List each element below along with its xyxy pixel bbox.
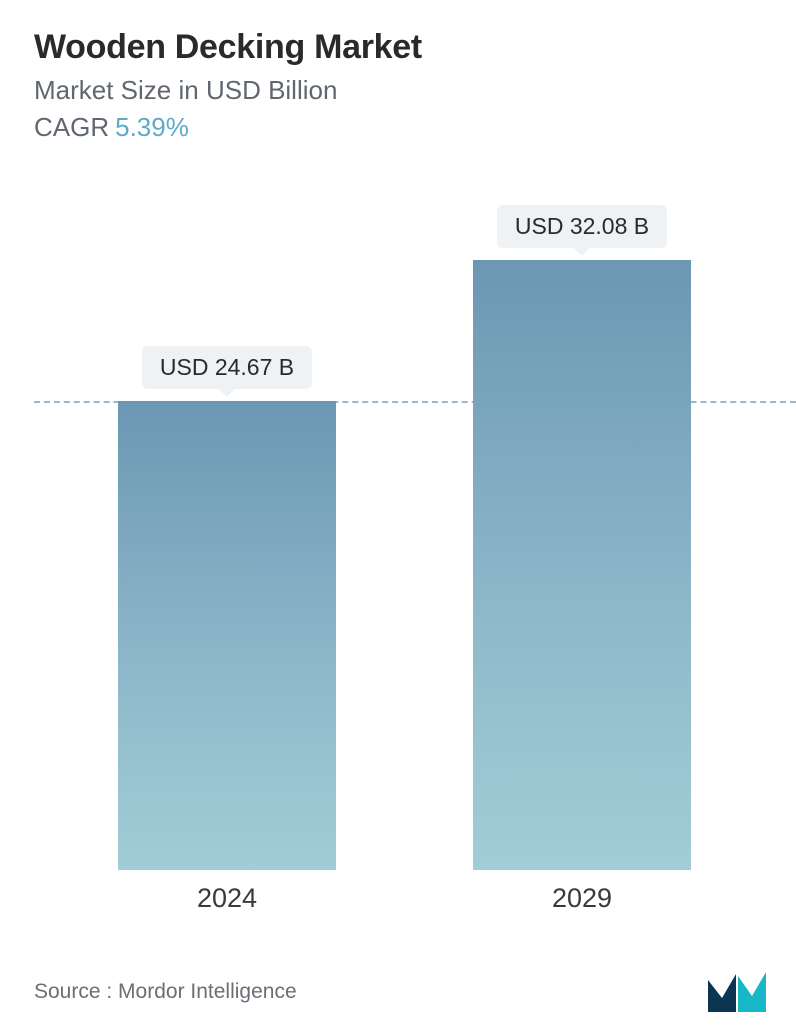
x-axis-label: 2024 [197, 883, 257, 914]
mordor-logo-icon [708, 972, 768, 1012]
bar-value-label: USD 24.67 B [142, 346, 312, 389]
cagr-label: CAGR [34, 112, 109, 142]
chart-footer: Source : Mordor Intelligence [34, 972, 768, 1012]
cagr-value: 5.39% [115, 112, 189, 142]
source-text: Source : Mordor Intelligence [34, 980, 297, 1004]
chart-area: USD 24.67 B USD 32.08 B 2024 2029 [34, 200, 796, 920]
bar-value-text: USD 24.67 B [142, 346, 312, 389]
bar-fill [118, 401, 336, 870]
bar-2029: USD 32.08 B [473, 260, 691, 870]
bar-fill [473, 260, 691, 870]
chart-title: Wooden Decking Market [34, 28, 762, 67]
chart-subtitle: Market Size in USD Billion [34, 75, 762, 106]
bar-value-label: USD 32.08 B [497, 205, 667, 248]
bar-value-text: USD 32.08 B [497, 205, 667, 248]
bar-2024: USD 24.67 B [118, 401, 336, 870]
x-axis-label: 2029 [552, 883, 612, 914]
cagr-row: CAGR5.39% [34, 112, 762, 143]
